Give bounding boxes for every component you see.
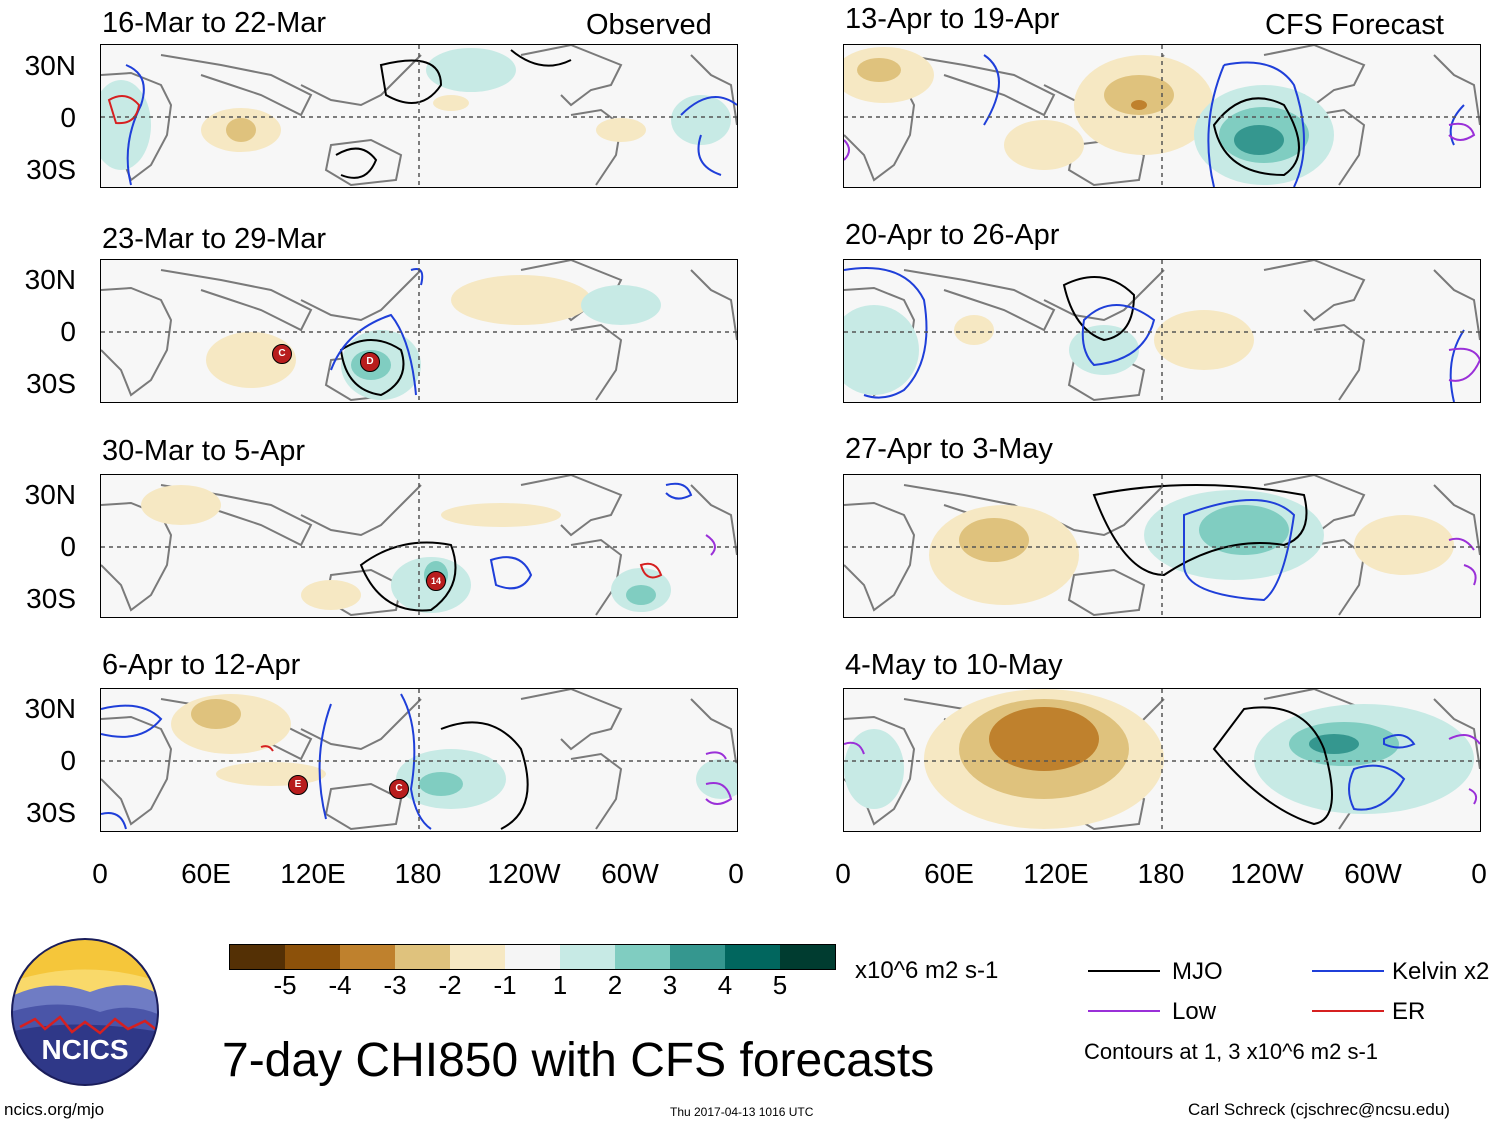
- x-label: 120W: [1230, 858, 1304, 889]
- map-panel-right-1: [843, 44, 1481, 188]
- cfs-forecast-label: CFS Forecast: [1265, 9, 1444, 41]
- y-label-0: 0: [60, 745, 76, 776]
- x-label: 120E: [1023, 858, 1089, 889]
- colorbar-swatch: [505, 945, 560, 969]
- legend-label-mjo: MJO: [1172, 958, 1223, 985]
- y-label-30n: 30N: [24, 479, 76, 510]
- colorbar-swatch: [230, 945, 285, 969]
- x-label: 60E: [924, 858, 974, 889]
- colorbar-label: -5: [273, 970, 297, 1000]
- map-panel-left-2: C D: [100, 259, 738, 403]
- legend-label-kelvin: Kelvin x2: [1392, 958, 1490, 985]
- observed-label: Observed: [586, 9, 712, 41]
- panel-title-left-1: 16-Mar to 22-Mar: [102, 7, 327, 39]
- y-label-0: 0: [60, 102, 76, 133]
- panel-title-right-3: 27-Apr to 3-May: [845, 433, 1053, 465]
- logo-text: NCICS: [41, 1034, 129, 1065]
- colorbar-label: 5: [772, 970, 788, 1000]
- panel-title-right-1: 13-Apr to 19-Apr: [845, 3, 1060, 35]
- storm-marker: E: [288, 775, 308, 795]
- map-panel-left-1: [100, 44, 738, 188]
- legend-line-kelvin: [1312, 970, 1384, 972]
- figure-title: 7-day CHI850 with CFS forecasts: [222, 1034, 935, 1087]
- x-label: 120W: [487, 858, 561, 889]
- y-label-30s: 30S: [26, 368, 76, 399]
- colorbar-swatch: [780, 945, 835, 969]
- y-label-0: 0: [60, 531, 76, 562]
- colorbar-swatch: [450, 945, 505, 969]
- colorbar-swatch: [340, 945, 395, 969]
- colorbar-label: 1: [552, 970, 568, 1000]
- colorbar-label: -4: [328, 970, 352, 1000]
- x-label: 180: [1137, 858, 1185, 889]
- colorbar-swatch: [395, 945, 450, 969]
- storm-marker: C: [389, 779, 409, 799]
- map-panel-right-3: [843, 474, 1481, 618]
- x-label: 60W: [601, 858, 659, 889]
- legend-line-mjo: [1088, 970, 1160, 972]
- panel-title-right-2: 20-Apr to 26-Apr: [845, 219, 1060, 251]
- colorbar-label: -1: [493, 970, 517, 1000]
- map-panel-left-4: E C: [100, 688, 738, 832]
- colorbar-swatch: [560, 945, 615, 969]
- colorbar-label: 4: [717, 970, 733, 1000]
- x-label: 0: [92, 858, 108, 889]
- y-label-30s: 30S: [26, 154, 76, 185]
- legend-line-low: [1088, 1010, 1160, 1012]
- y-label-30s: 30S: [26, 797, 76, 828]
- y-label-30n: 30N: [24, 50, 76, 81]
- colorbar-label: 3: [662, 970, 678, 1000]
- storm-marker: 14: [426, 571, 446, 591]
- y-label-30n: 30N: [24, 264, 76, 295]
- y-label-30n: 30N: [24, 693, 76, 724]
- colorbar-swatch: [670, 945, 725, 969]
- colorbar-swatch: [725, 945, 780, 969]
- panel-title-left-2: 23-Mar to 29-Mar: [102, 223, 327, 255]
- x-label: 60E: [181, 858, 231, 889]
- storm-marker: C: [272, 344, 292, 364]
- x-label: 180: [394, 858, 442, 889]
- x-label: 0: [835, 858, 851, 889]
- colorbar-label: -3: [383, 970, 407, 1000]
- storm-marker: D: [360, 352, 380, 372]
- x-label: 0: [728, 858, 744, 889]
- map-panel-left-3: 14: [100, 474, 738, 618]
- map-panel-right-4: [843, 688, 1481, 832]
- x-label: 60W: [1344, 858, 1402, 889]
- y-label-0: 0: [60, 316, 76, 347]
- timestamp: Thu 2017-04-13 1016 UTC: [670, 1105, 814, 1119]
- x-label: 120E: [280, 858, 346, 889]
- legend-label-er: ER: [1392, 998, 1426, 1025]
- colorbar-label: 2: [607, 970, 623, 1000]
- legend-line-er: [1312, 1010, 1384, 1012]
- colorbar: [229, 944, 836, 970]
- panel-title-left-3: 30-Mar to 5-Apr: [102, 435, 306, 467]
- x-label: 0: [1471, 858, 1487, 889]
- source-url[interactable]: ncics.org/mjo: [4, 1100, 105, 1119]
- panel-title-right-4: 4-May to 10-May: [845, 649, 1063, 681]
- author-credit: Carl Schreck (cjschrec@ncsu.edu): [1188, 1100, 1450, 1119]
- colorbar-label: -2: [438, 970, 462, 1000]
- map-panel-right-2: [843, 259, 1481, 403]
- colorbar-units: x10^6 m2 s-1: [855, 957, 999, 984]
- contour-note: Contours at 1, 3 x10^6 m2 s-1: [1084, 1039, 1379, 1064]
- ncics-logo: NCICS: [10, 937, 160, 1087]
- colorbar-swatch: [615, 945, 670, 969]
- colorbar-swatch: [285, 945, 340, 969]
- panel-title-left-4: 6-Apr to 12-Apr: [102, 649, 301, 681]
- legend-label-low: Low: [1172, 998, 1217, 1025]
- y-label-30s: 30S: [26, 583, 76, 614]
